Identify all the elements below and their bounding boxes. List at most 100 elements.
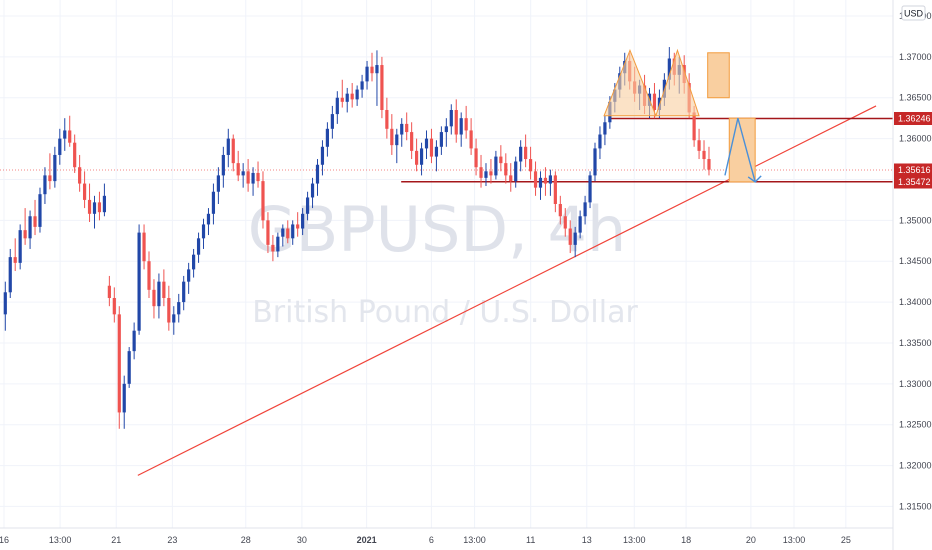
candle-body — [310, 183, 315, 198]
time-tick-label: 28 — [241, 535, 251, 545]
candle-body — [221, 154, 225, 176]
time-tick-label: 20 — [746, 535, 756, 545]
price-badge: 1.36246 — [894, 112, 932, 126]
head-and-shoulders-pattern[interactable] — [603, 48, 700, 118]
candle-body — [464, 118, 468, 131]
candle-body — [524, 146, 528, 160]
candle-body — [271, 244, 275, 252]
candle-body — [395, 134, 399, 146]
pattern-drawings[interactable] — [603, 48, 762, 183]
candle-body — [390, 128, 394, 146]
candle-body — [92, 202, 97, 214]
candle-body — [226, 138, 230, 155]
price-tick-label: 1.37000 — [899, 52, 932, 62]
candle-body — [18, 230, 22, 263]
candle-body — [370, 66, 374, 74]
drawings-layer[interactable] — [0, 105, 893, 476]
target-box-lower[interactable] — [728, 117, 756, 183]
candle-body — [424, 138, 429, 149]
candle-body — [97, 202, 102, 213]
candle-body — [201, 224, 206, 239]
candle-body — [419, 148, 424, 165]
candle-body — [211, 191, 216, 214]
candle-body — [489, 171, 493, 176]
candle-body — [87, 199, 92, 214]
time-tick-label: 18 — [681, 535, 691, 545]
candle-body — [167, 298, 171, 323]
candle-body — [538, 177, 543, 188]
price-tick-label: 1.33500 — [899, 338, 932, 348]
candle-body — [147, 261, 151, 290]
time-tick-label: 11 — [526, 535, 535, 545]
candle-body — [127, 351, 131, 384]
candle-body — [231, 138, 235, 164]
candle-body — [340, 97, 344, 102]
candle-body — [256, 172, 260, 182]
price-axis[interactable]: 1.31500 1.32000 1.32500 1.33000 1.33500 1.340… — [899, 11, 932, 511]
candle-body — [439, 132, 443, 147]
candle-body — [499, 156, 503, 164]
candle-body — [112, 298, 116, 315]
candle-body — [330, 114, 334, 129]
candle-body — [360, 81, 364, 90]
projection-path[interactable] — [724, 117, 756, 183]
candle-body — [415, 150, 419, 165]
candle-body — [182, 281, 186, 303]
candle-body — [117, 314, 121, 413]
time-tick-label: 6 — [429, 535, 434, 545]
projection-arrowhead — [747, 175, 762, 183]
price-tick-label: 1.34000 — [899, 297, 932, 307]
candle-body — [410, 132, 414, 151]
candle-body — [276, 236, 280, 252]
candle-body — [707, 159, 711, 170]
target-box-upper[interactable] — [707, 52, 730, 99]
candle-body — [692, 112, 696, 141]
candle-body — [82, 183, 87, 200]
candle-body — [598, 134, 602, 149]
time-tick-label: 13:00 — [49, 535, 72, 545]
candle-body — [504, 163, 508, 176]
candle-body — [13, 257, 17, 263]
candle-body — [320, 146, 325, 165]
price-tick-label: 1.36000 — [899, 134, 932, 144]
candle-body — [8, 257, 12, 293]
candle-body — [563, 216, 567, 229]
currency-label[interactable]: USD — [901, 5, 926, 21]
candle-body — [78, 167, 82, 184]
candle-body — [261, 181, 265, 221]
candle-body — [291, 224, 295, 239]
candle-body — [216, 175, 220, 192]
candle-body — [479, 167, 483, 178]
candle-body — [350, 93, 354, 100]
price-badge-bg — [894, 112, 932, 126]
candle-body — [449, 110, 453, 127]
candle-body — [102, 195, 107, 213]
candle-body — [380, 65, 384, 110]
candle-body — [246, 171, 250, 184]
candle-body — [192, 254, 196, 270]
candle-body — [528, 159, 533, 172]
candle-body — [187, 269, 191, 282]
candle-body — [63, 130, 67, 139]
time-axis[interactable]: 16 13:00 21 23 28 30 2021 6 13:00 11 13 13:00 18 20 13… — [0, 535, 851, 545]
candle-body — [558, 204, 562, 217]
candle-body — [325, 128, 330, 147]
candle-body — [459, 118, 463, 135]
price-tick-label: 1.32000 — [899, 461, 932, 471]
candle-body — [667, 58, 671, 80]
candle-body — [301, 213, 305, 229]
candle-body — [553, 175, 557, 204]
candle-body — [603, 122, 607, 135]
time-tick-label: 13:00 — [783, 535, 806, 545]
price-badge: 1.35472 — [894, 175, 932, 189]
price-badge-text: 1.36246 — [898, 114, 931, 124]
currency-box — [901, 5, 926, 21]
watermark-name: British Pound / U.S. Dollar — [252, 295, 638, 330]
candle-body — [514, 161, 518, 182]
candle-body — [3, 292, 7, 315]
candle-body — [469, 130, 473, 149]
price-tick-label: 1.31500 — [899, 501, 932, 511]
candle-body — [335, 97, 339, 115]
price-tick-label: 1.34500 — [899, 256, 932, 266]
